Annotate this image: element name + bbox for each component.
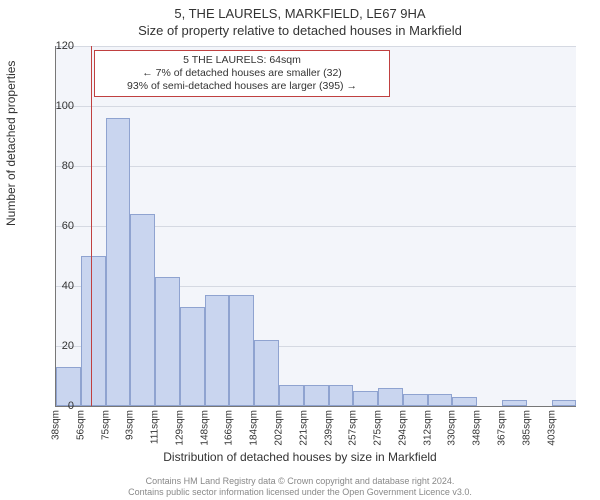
x-tick-label: 38sqm [51, 410, 62, 440]
x-tick-label: 348sqm [472, 410, 483, 446]
histogram-bar [81, 256, 106, 406]
histogram-bar [329, 385, 354, 406]
gridline [56, 106, 576, 107]
y-axis-label: Number of detached properties [4, 61, 18, 226]
histogram-bar [254, 340, 279, 406]
y-tick-label: 40 [44, 280, 74, 292]
reference-line [91, 46, 92, 406]
y-tick-label: 0 [44, 400, 74, 412]
attribution-line2: Contains public sector information licen… [128, 487, 472, 497]
x-tick-label: 148sqm [199, 410, 210, 446]
x-tick-label: 257sqm [348, 410, 359, 446]
y-tick-label: 100 [44, 100, 74, 112]
x-tick-label: 202sqm [274, 410, 285, 446]
attribution-line1: Contains HM Land Registry data © Crown c… [146, 476, 455, 486]
x-tick-label: 367sqm [497, 410, 508, 446]
x-tick-label: 403sqm [546, 410, 557, 446]
histogram-bar [552, 400, 577, 406]
histogram-bar [304, 385, 329, 406]
histogram-bar [130, 214, 155, 406]
x-tick-label: 111sqm [150, 410, 161, 444]
histogram-bar [452, 397, 477, 406]
x-tick-label: 166sqm [224, 410, 235, 446]
x-tick-label: 239sqm [323, 410, 334, 446]
gridline [56, 46, 576, 47]
annotation-line3: 93% of semi-detached houses are larger (… [103, 80, 381, 93]
histogram-bar [428, 394, 453, 406]
annotation-line1: 5 THE LAURELS: 64sqm [103, 54, 381, 67]
histogram-bar [205, 295, 230, 406]
histogram-bar [229, 295, 254, 406]
histogram-bar [106, 118, 131, 406]
x-tick-label: 184sqm [249, 410, 260, 446]
chart-area: 38sqm56sqm75sqm93sqm111sqm129sqm148sqm16… [55, 46, 575, 406]
x-tick-label: 93sqm [125, 410, 136, 440]
y-tick-label: 80 [44, 160, 74, 172]
histogram-bar [279, 385, 304, 406]
histogram-bar [378, 388, 403, 406]
x-tick-label: 75sqm [100, 410, 111, 440]
gridline [56, 166, 576, 167]
histogram-bar [180, 307, 205, 406]
x-axis-label: Distribution of detached houses by size … [0, 450, 600, 464]
chart-container: 5, THE LAURELS, MARKFIELD, LE67 9HA Size… [0, 0, 600, 500]
plot-area: 38sqm56sqm75sqm93sqm111sqm129sqm148sqm16… [55, 46, 576, 407]
histogram-bar [353, 391, 378, 406]
x-tick-label: 56sqm [75, 410, 86, 440]
page-title-line2: Size of property relative to detached ho… [0, 21, 600, 38]
page-title-line1: 5, THE LAURELS, MARKFIELD, LE67 9HA [0, 0, 600, 21]
y-tick-label: 60 [44, 220, 74, 232]
x-tick-label: 385sqm [521, 410, 532, 446]
x-tick-label: 294sqm [397, 410, 408, 446]
histogram-bar [502, 400, 527, 406]
x-tick-label: 330sqm [447, 410, 458, 446]
annotation-line2: ← 7% of detached houses are smaller (32) [103, 67, 381, 80]
histogram-bar [155, 277, 180, 406]
annotation-box: 5 THE LAURELS: 64sqm← 7% of detached hou… [94, 50, 390, 97]
y-tick-label: 20 [44, 340, 74, 352]
x-tick-label: 275sqm [373, 410, 384, 446]
histogram-bar [403, 394, 428, 406]
x-tick-label: 221sqm [298, 410, 309, 446]
x-tick-label: 312sqm [422, 410, 433, 446]
y-tick-label: 120 [44, 40, 74, 52]
attribution-text: Contains HM Land Registry data © Crown c… [0, 476, 600, 498]
x-tick-label: 129sqm [174, 410, 185, 446]
